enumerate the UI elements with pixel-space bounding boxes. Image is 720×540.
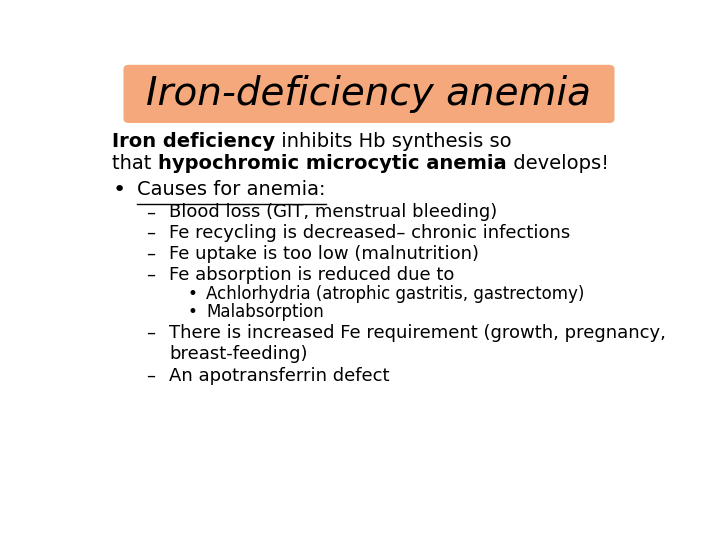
Text: Iron deficiency: Iron deficiency [112,132,276,151]
Text: Fe uptake is too low (malnutrition): Fe uptake is too low (malnutrition) [169,245,480,263]
Text: •: • [188,303,197,321]
Text: –: – [145,245,155,263]
Text: –: – [145,224,155,242]
Text: Causes for anemia:: Causes for anemia: [138,180,326,199]
Text: Achlorhydria (atrophic gastritis, gastrectomy): Achlorhydria (atrophic gastritis, gastre… [206,285,585,303]
Text: –: – [145,324,155,342]
Text: Blood loss (GIT, menstrual bleeding): Blood loss (GIT, menstrual bleeding) [169,204,498,221]
Text: –: – [145,367,155,385]
Text: breast-feeding): breast-feeding) [169,345,307,363]
Text: •: • [112,179,125,200]
Text: hypochromic microcytic anemia: hypochromic microcytic anemia [158,154,507,173]
Text: –: – [145,266,155,284]
Text: –: – [145,204,155,221]
Text: Iron-deficiency anemia: Iron-deficiency anemia [146,75,592,113]
Text: An apotransferrin defect: An apotransferrin defect [169,367,390,385]
FancyBboxPatch shape [124,65,615,123]
Text: that: that [112,154,158,173]
Text: inhibits Hb synthesis so: inhibits Hb synthesis so [276,132,512,151]
Text: There is increased Fe requirement (growth, pregnancy,: There is increased Fe requirement (growt… [169,324,666,342]
Text: Fe recycling is decreased– chronic infections: Fe recycling is decreased– chronic infec… [169,224,570,242]
Text: Fe absorption is reduced due to: Fe absorption is reduced due to [169,266,454,284]
Text: •: • [188,285,197,303]
Text: develops!: develops! [507,154,608,173]
Text: Malabsorption: Malabsorption [206,303,324,321]
